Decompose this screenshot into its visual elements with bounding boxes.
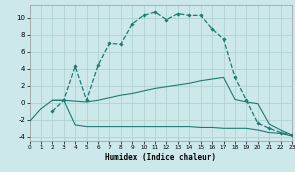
X-axis label: Humidex (Indice chaleur): Humidex (Indice chaleur)	[105, 153, 216, 162]
